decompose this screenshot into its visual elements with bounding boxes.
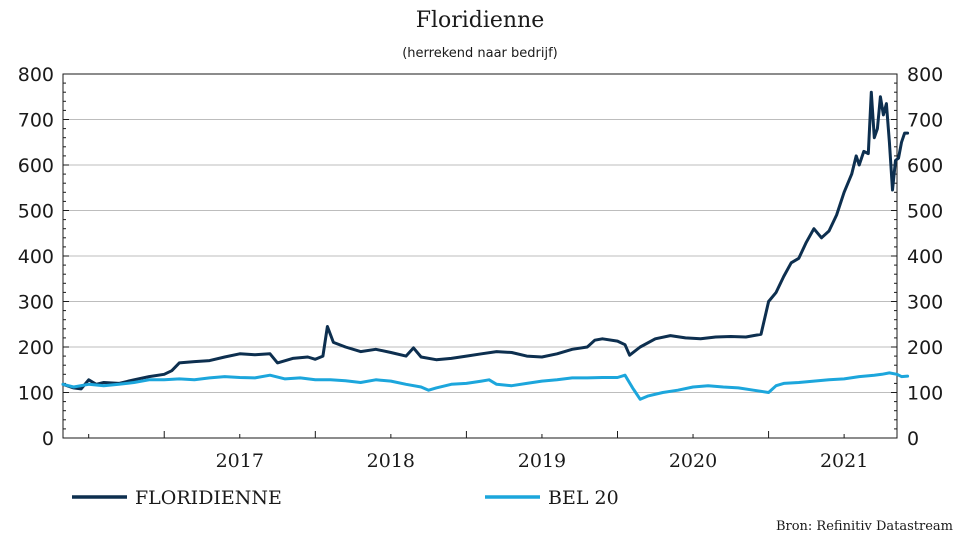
x-tick-label-2019: 2019 [518,450,566,472]
series-line-floridienne [61,90,910,391]
y-tick-label-left: 700 [18,110,54,132]
x-tick-label-2020: 2020 [669,450,717,472]
chart-subtitle: (herrekend naar bedrijf) [402,46,558,61]
legend-label-0: FLORIDIENNE [135,487,282,509]
y-tick-label-left: 0 [42,428,54,450]
y-tick-label-right: 100 [907,383,943,405]
y-tick-label-left: 600 [18,155,54,177]
chart-title: Floridienne [416,8,545,33]
x-tick-label-2021: 2021 [820,450,868,472]
x-tick-label-2017: 2017 [216,450,264,472]
source-note: Bron: Refinitiv Datastream [776,519,953,534]
y-tick-label-left: 100 [18,383,54,405]
x-tick-labels: 2017 2018 2019 2020 2021 [216,450,869,472]
y-tick-label-left: 800 [18,64,54,86]
legend-label-1: BEL 20 [548,487,619,509]
axes [62,73,898,439]
y-tick-labels: 0 0 100 100 200 200 300 300 400 400 500 500 600 600 70… [18,64,944,450]
y-tick-label-right: 700 [907,110,943,132]
y-tick-label-right: 500 [907,201,943,223]
y-tick-label-right: 300 [907,292,943,314]
y-tick-label-right: 800 [907,64,943,86]
y-tick-label-left: 300 [18,292,54,314]
series-line-bel-20 [61,371,910,401]
y-tick-label-right: 200 [907,337,943,359]
y-tick-label-left: 500 [18,201,54,223]
y-tick-label-right: 600 [907,155,943,177]
y-tick-label-right: 400 [907,246,943,268]
y-tick-label-left: 400 [18,246,54,268]
y-tick-label-right: 0 [907,428,919,450]
legend: FLORIDIENNE BEL 20 [72,487,619,509]
grid-lines [63,119,897,393]
series-lines [61,90,910,401]
x-tick-label-2018: 2018 [367,450,415,472]
y-tick-label-left: 200 [18,337,54,359]
